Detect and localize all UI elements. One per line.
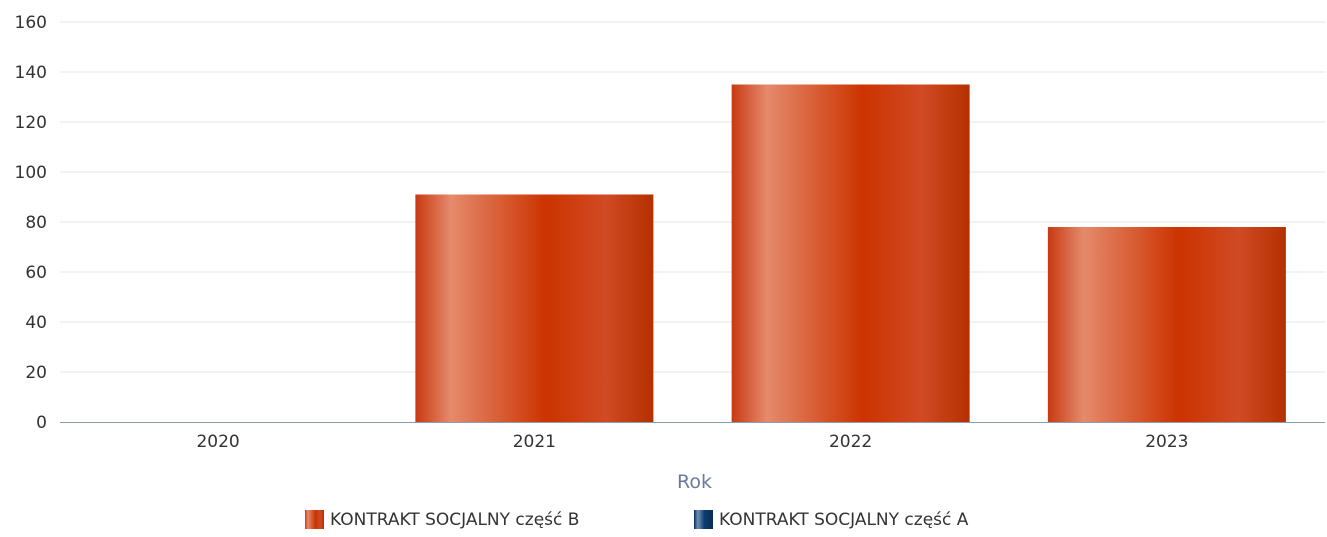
y-tick-label: 120 [15, 113, 47, 133]
legend-item-0[interactable]: KONTRAKT SOCJALNY część B [305, 510, 579, 530]
legend-swatch [694, 510, 713, 529]
y-tick-label: 160 [15, 13, 47, 33]
legend-swatch [305, 510, 324, 529]
y-tick-label: 40 [25, 313, 47, 333]
y-axis-ticks: 0 20 40 60 80 100 120 140 160 [15, 13, 47, 433]
y-tick-label: 140 [15, 63, 47, 83]
legend: KONTRAKT SOCJALNY część B KONTRAKT SOCJAL… [305, 510, 969, 530]
x-tick-label: 2022 [829, 432, 872, 452]
legend-label: KONTRAKT SOCJALNY część B [330, 510, 579, 530]
bar-2023-series-0[interactable] [1047, 227, 1286, 422]
legend-item-1[interactable]: KONTRAKT SOCJALNY część A [694, 510, 969, 530]
x-tick-label: 2020 [196, 432, 239, 452]
y-tick-label: 20 [25, 363, 47, 383]
y-tick-label: 60 [25, 263, 47, 283]
x-axis-ticks: 2020 2021 2022 2023 [196, 432, 1188, 452]
gridlines [60, 21, 1325, 373]
y-tick-label: 80 [25, 213, 47, 233]
legend-label: KONTRAKT SOCJALNY część A [719, 510, 969, 530]
bar-2022-series-0[interactable] [731, 84, 970, 423]
y-tick-label: 100 [15, 163, 47, 183]
bars [415, 84, 1286, 423]
bar-2021-series-0[interactable] [415, 194, 654, 423]
x-axis-title: Rok [677, 471, 712, 493]
x-tick-label: 2023 [1145, 432, 1188, 452]
y-tick-label: 0 [36, 413, 47, 433]
x-tick-label: 2021 [513, 432, 556, 452]
